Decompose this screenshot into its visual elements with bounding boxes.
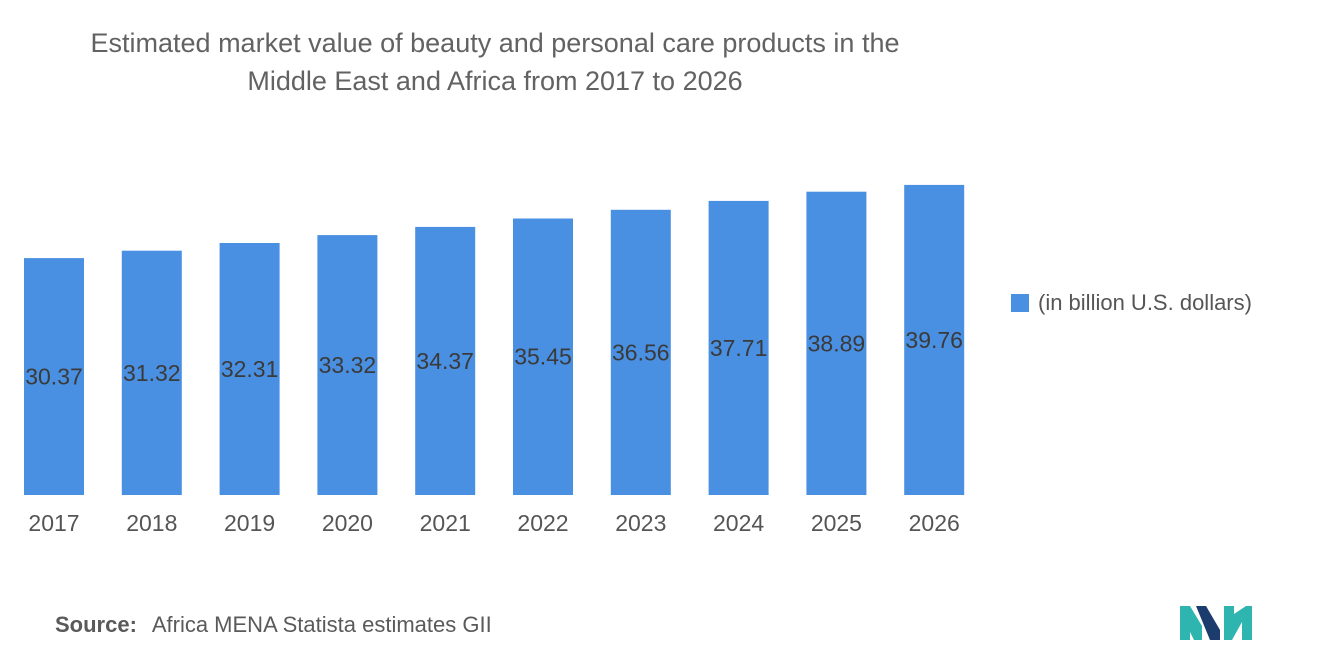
value-label-2019: 32.31 xyxy=(221,356,279,382)
value-label-2017: 30.37 xyxy=(25,364,83,390)
chart-title: Estimated market value of beauty and per… xyxy=(0,24,990,100)
bar-2025 xyxy=(806,191,867,495)
source-label: Source: xyxy=(55,612,137,637)
value-labels-layer: 30.37 31.32 32.31 33.32 34.37 35.45 36.56 37.71… xyxy=(25,327,963,390)
bar-2019 xyxy=(219,243,280,495)
x-tick-label-2026: 2026 xyxy=(909,510,960,536)
value-label-2021: 34.37 xyxy=(416,348,474,374)
bar-2026 xyxy=(904,184,965,495)
legend-label: (in billion U.S. dollars) xyxy=(1038,290,1252,315)
mordor-intelligence-logo-icon xyxy=(1180,606,1252,640)
bar-2018 xyxy=(121,250,182,495)
legend-swatch xyxy=(1011,294,1029,312)
x-tick-label-2024: 2024 xyxy=(713,510,764,536)
x-tick-label-2025: 2025 xyxy=(811,510,862,536)
x-tick-label-2017: 2017 xyxy=(28,510,79,536)
x-tick-label-2020: 2020 xyxy=(322,510,373,536)
x-tick-label-2018: 2018 xyxy=(126,510,177,536)
value-label-2018: 31.32 xyxy=(123,360,181,386)
bar-2023 xyxy=(610,209,671,496)
bar-2017 xyxy=(24,258,84,495)
value-label-2022: 35.45 xyxy=(514,344,572,370)
bar-2021 xyxy=(415,226,476,495)
x-tick-label-2021: 2021 xyxy=(420,510,471,536)
value-label-2020: 33.32 xyxy=(319,352,377,378)
logo-shape-right xyxy=(1224,606,1252,640)
source-note: Source: Africa MENA Statista estimates G… xyxy=(55,612,492,638)
x-tick-label-2022: 2022 xyxy=(517,510,568,536)
source-text: Africa MENA Statista estimates GII xyxy=(151,612,492,637)
chart-title-line-2: Middle East and Africa from 2017 to 2026 xyxy=(247,66,743,96)
legend: (in billion U.S. dollars) xyxy=(1011,290,1252,316)
bars-layer xyxy=(24,184,965,496)
value-label-2026: 39.76 xyxy=(905,327,963,353)
logo-shape-left xyxy=(1180,606,1202,640)
value-label-2025: 38.89 xyxy=(808,330,866,356)
x-tick-label-2019: 2019 xyxy=(224,510,275,536)
bar-2022 xyxy=(513,218,573,495)
value-label-2024: 37.71 xyxy=(710,335,768,361)
logo-shape-middle xyxy=(1196,606,1220,640)
x-tick-label-2023: 2023 xyxy=(615,510,666,536)
value-label-2023: 36.56 xyxy=(612,339,670,365)
bar-2024 xyxy=(708,200,769,495)
bar-2020 xyxy=(317,235,378,495)
x-axis-tick-labels: 2017 2018 2019 2020 2021 2022 2023 2024 2025 2026 xyxy=(28,510,959,536)
chart-title-line-1: Estimated market value of beauty and per… xyxy=(90,28,900,58)
